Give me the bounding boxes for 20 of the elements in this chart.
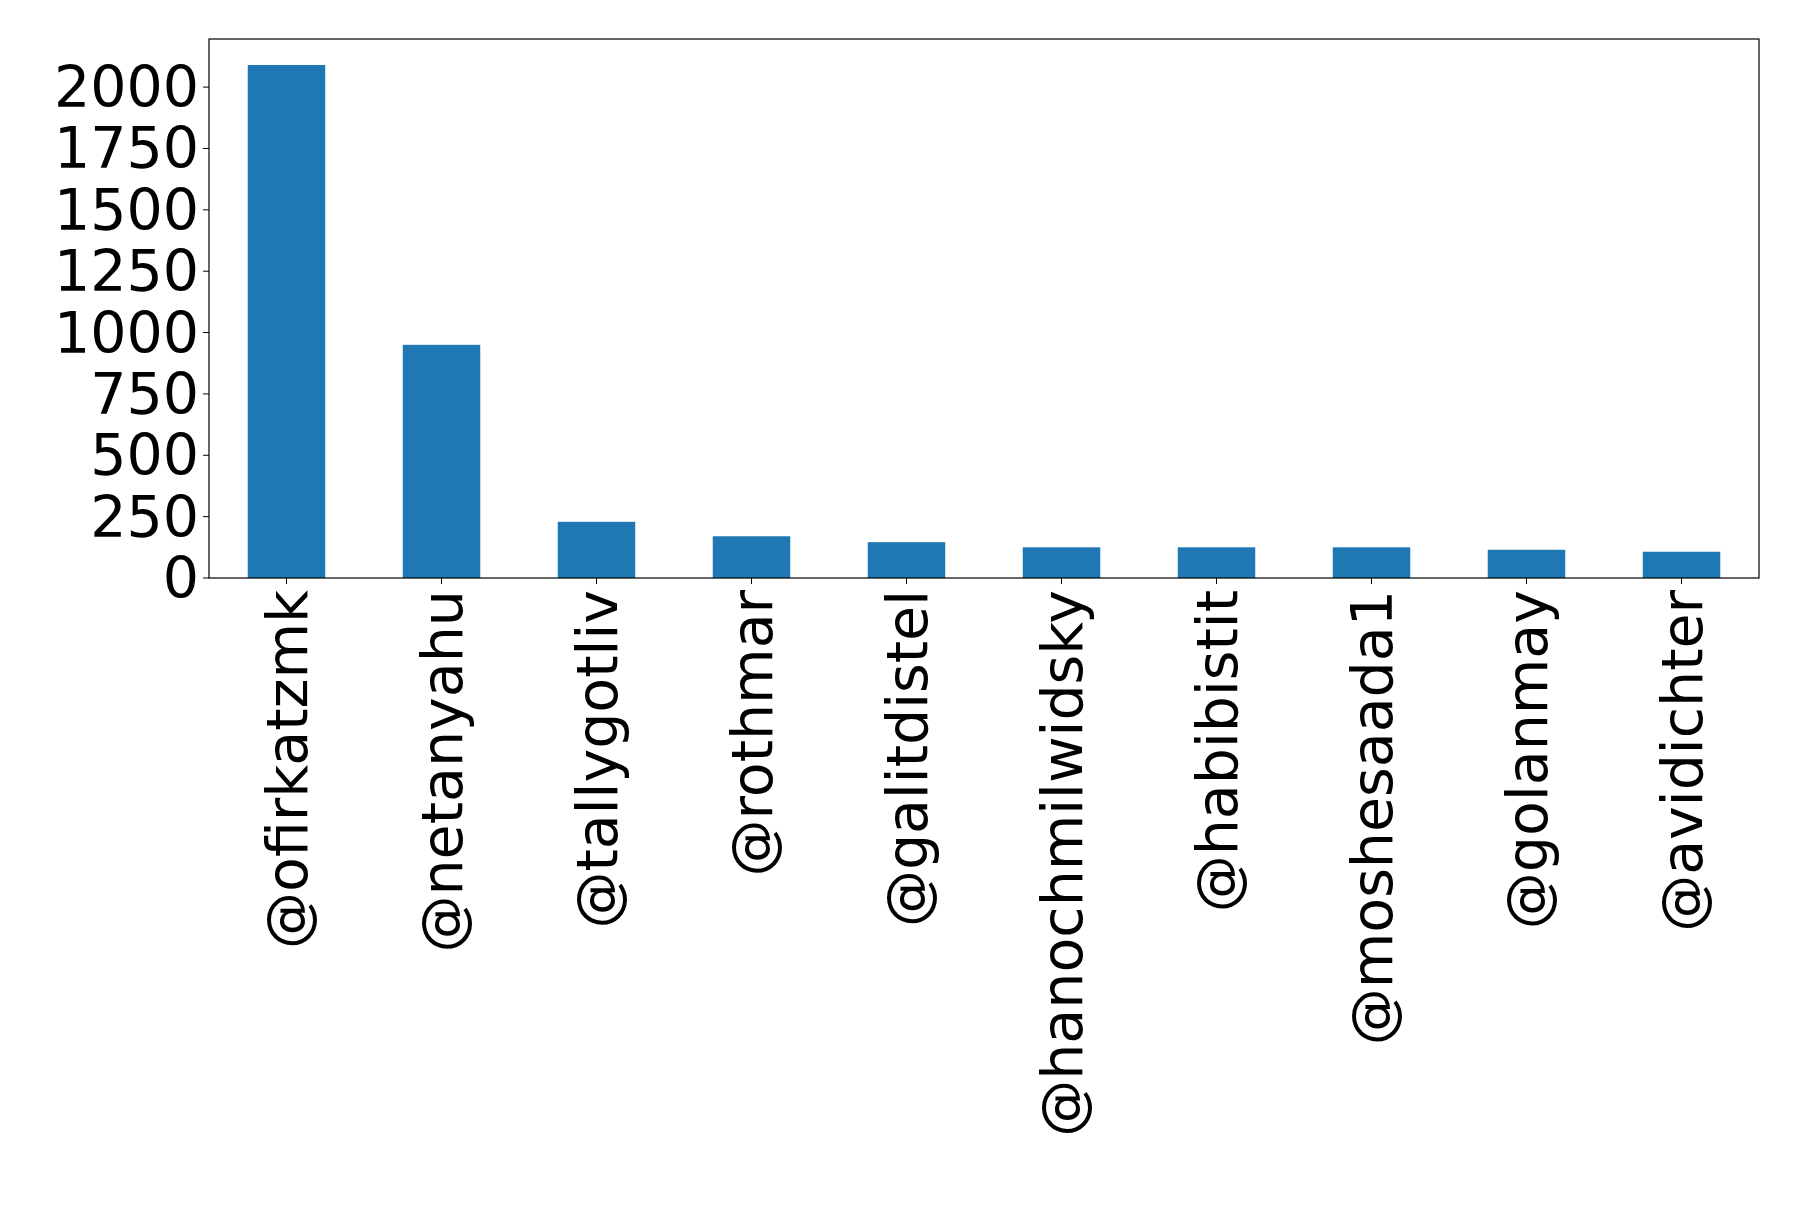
x-tick-label: @hanochmilwidsky	[1028, 590, 1095, 1137]
bar	[1642, 551, 1721, 578]
bar	[1487, 549, 1566, 578]
x-tick-label: @habibistit	[1183, 590, 1250, 913]
x-tick-label: @galitdistel	[873, 590, 940, 928]
x-tick-label: @golanmay	[1493, 590, 1560, 930]
x-tick-label: @moshesaada1	[1338, 590, 1405, 1046]
bar	[712, 536, 791, 578]
bar	[402, 344, 481, 578]
bar	[247, 65, 326, 578]
bar	[1022, 547, 1101, 578]
x-tick-label: @ofirkatzmk	[253, 590, 320, 949]
x-tick-label: @rothmar	[718, 589, 785, 877]
x-tick-label: @netanyahu	[408, 590, 475, 953]
x-tick-label: @avidichter	[1648, 589, 1715, 932]
bar	[1332, 547, 1411, 578]
bar	[1177, 547, 1256, 578]
bar	[557, 521, 636, 578]
x-tick-label: @tallygotliv	[563, 590, 630, 929]
bar	[867, 542, 946, 578]
